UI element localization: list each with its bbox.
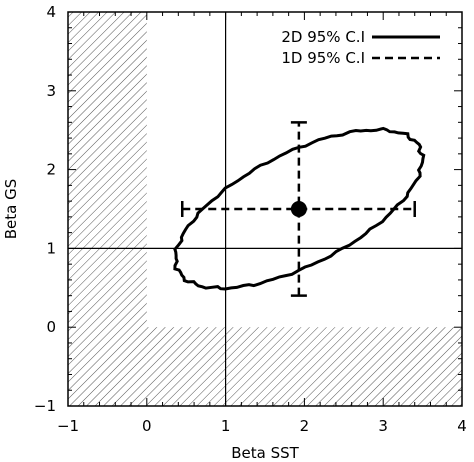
y-tick-label: 4 [46,3,56,21]
y-axis-label: Beta GS [2,179,20,240]
y-tick-label: 3 [46,82,56,100]
x-tick-label: 1 [221,417,231,435]
legend-label-1d: 1D 95% C.I [281,49,365,67]
legend-label-2d: 2D 95% C.I [281,28,365,46]
y-tick-label: 2 [46,161,56,179]
plot-frame [67,11,463,407]
x-tick-label: 2 [300,417,310,435]
x-tick-label: 3 [378,417,388,435]
point-estimate [290,201,307,217]
hatched-region-0 [68,12,147,406]
y-tick-label: 0 [46,318,56,336]
x-tick-label: 0 [142,417,152,435]
legend: 2D 95% C.I 1D 95% C.I [281,28,440,67]
hatched-region-1 [146,327,462,406]
data-layer [173,121,426,297]
excluded-regions [68,12,462,406]
x-tick-label: 4 [457,417,467,435]
y-tick-label: −1 [34,397,56,415]
confidence-ellipse-2d [173,126,426,291]
x-axis-label: Beta SST [231,444,299,462]
x-tick-label: −1 [57,417,79,435]
axis-ticks: −1 0 1 2 3 4 −1 0 1 2 3 4 [34,3,467,435]
y-tick-label: 1 [46,239,56,257]
